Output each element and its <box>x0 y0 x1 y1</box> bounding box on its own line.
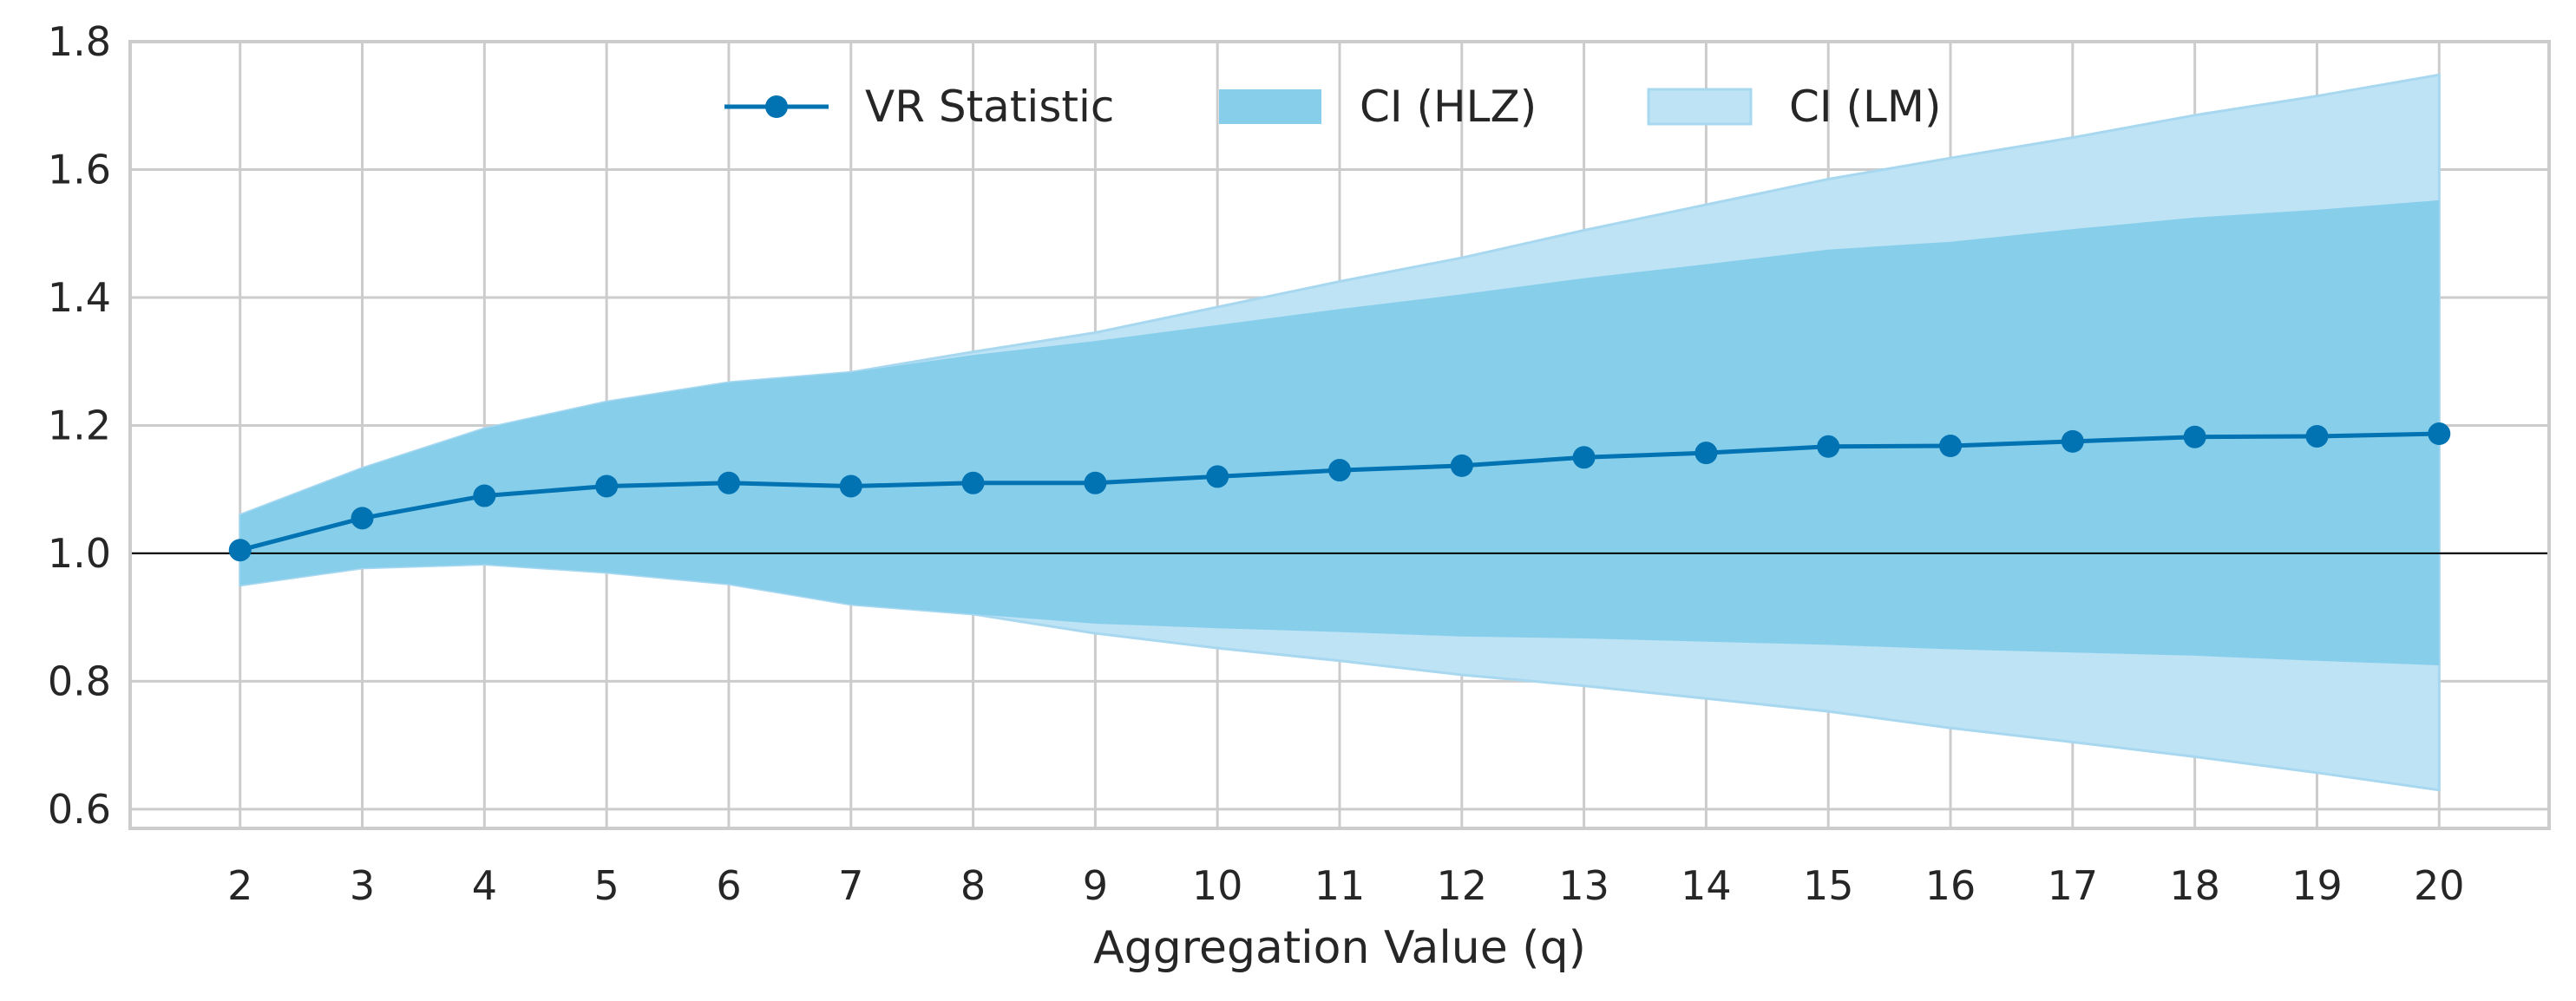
plot-frame <box>128 40 2551 830</box>
x-tick-label: 6 <box>716 862 741 909</box>
vr-statistic-point <box>1817 435 1840 458</box>
vr-statistic-point <box>1939 435 1963 458</box>
vr-statistic-point <box>1572 446 1596 469</box>
x-tick-label: 4 <box>472 862 497 909</box>
vr-statistic-point <box>2061 429 2084 453</box>
legend-label: VR Statistic <box>865 82 1114 132</box>
x-tick-label: 9 <box>1083 862 1108 909</box>
tick-labels: 2 3 4 5 6 7 8 9 10 11 12 13 14 15 16 17 18 19 20 0.6 0.8 1.0 1… <box>48 18 2465 909</box>
vr-statistic-point <box>2305 424 2329 448</box>
confidence-bands <box>239 73 2441 792</box>
y-tick-label: 0.8 <box>48 658 111 704</box>
x-tick-label: 13 <box>1558 862 1609 909</box>
y-tick-label: 1.0 <box>48 530 111 577</box>
y-tick-label: 1.2 <box>48 402 111 448</box>
x-tick-label: 15 <box>1803 862 1854 909</box>
x-tick-label: 16 <box>1925 862 1976 909</box>
x-tick-label: 5 <box>594 862 619 909</box>
legend-label: CI (HLZ) <box>1360 82 1537 132</box>
x-tick-label: 8 <box>960 862 986 909</box>
vr-statistic-point <box>1206 465 1229 488</box>
vr-statistic-point <box>1084 471 1107 494</box>
vr-statistic-point <box>595 474 619 498</box>
x-tick-label: 18 <box>2169 862 2220 909</box>
vr-statistic-point <box>1694 442 1718 465</box>
legend-marker-swatch <box>765 95 788 118</box>
legend-band-swatch <box>1219 89 1321 124</box>
vr-statistic-point <box>473 484 496 507</box>
y-tick-label: 1.6 <box>48 146 111 193</box>
x-tick-label: 10 <box>1192 862 1243 909</box>
vr-statistic-point <box>2183 425 2206 448</box>
x-tick-label: 14 <box>1681 862 1732 909</box>
legend-band-swatch <box>1647 88 1753 126</box>
x-tick-label: 7 <box>838 862 863 909</box>
vr-statistic-point <box>2428 422 2451 446</box>
y-tick-label: 1.4 <box>48 274 111 321</box>
x-tick-label: 19 <box>2291 862 2343 909</box>
legend: VR Statistic CI (HLZ) CI (LM) <box>724 82 1942 132</box>
legend-label: CI (LM) <box>1789 82 1942 132</box>
x-axis-title: Aggregation Value (q) <box>1093 922 1586 974</box>
vr-statistic-point <box>228 539 252 562</box>
x-tick-label: 2 <box>227 862 252 909</box>
x-tick-label: 17 <box>2048 862 2099 909</box>
ci-hlz-band <box>239 200 2440 665</box>
vr-statistic-series <box>228 422 2451 562</box>
y-tick-label: 0.6 <box>48 786 111 833</box>
vr-statistic-point <box>961 471 985 494</box>
x-tick-label: 20 <box>2414 862 2465 909</box>
x-tick-label: 12 <box>1437 862 1488 909</box>
vr-statistic-point <box>1328 459 1351 482</box>
vr-statistic-point <box>717 471 740 494</box>
y-tick-label: 1.8 <box>48 18 111 65</box>
x-tick-label: 11 <box>1314 862 1366 909</box>
vr-statistic-point <box>351 507 374 530</box>
vr-statistic-point <box>1450 454 1473 477</box>
vr-statistic-point <box>839 474 862 498</box>
x-tick-label: 3 <box>350 862 375 909</box>
